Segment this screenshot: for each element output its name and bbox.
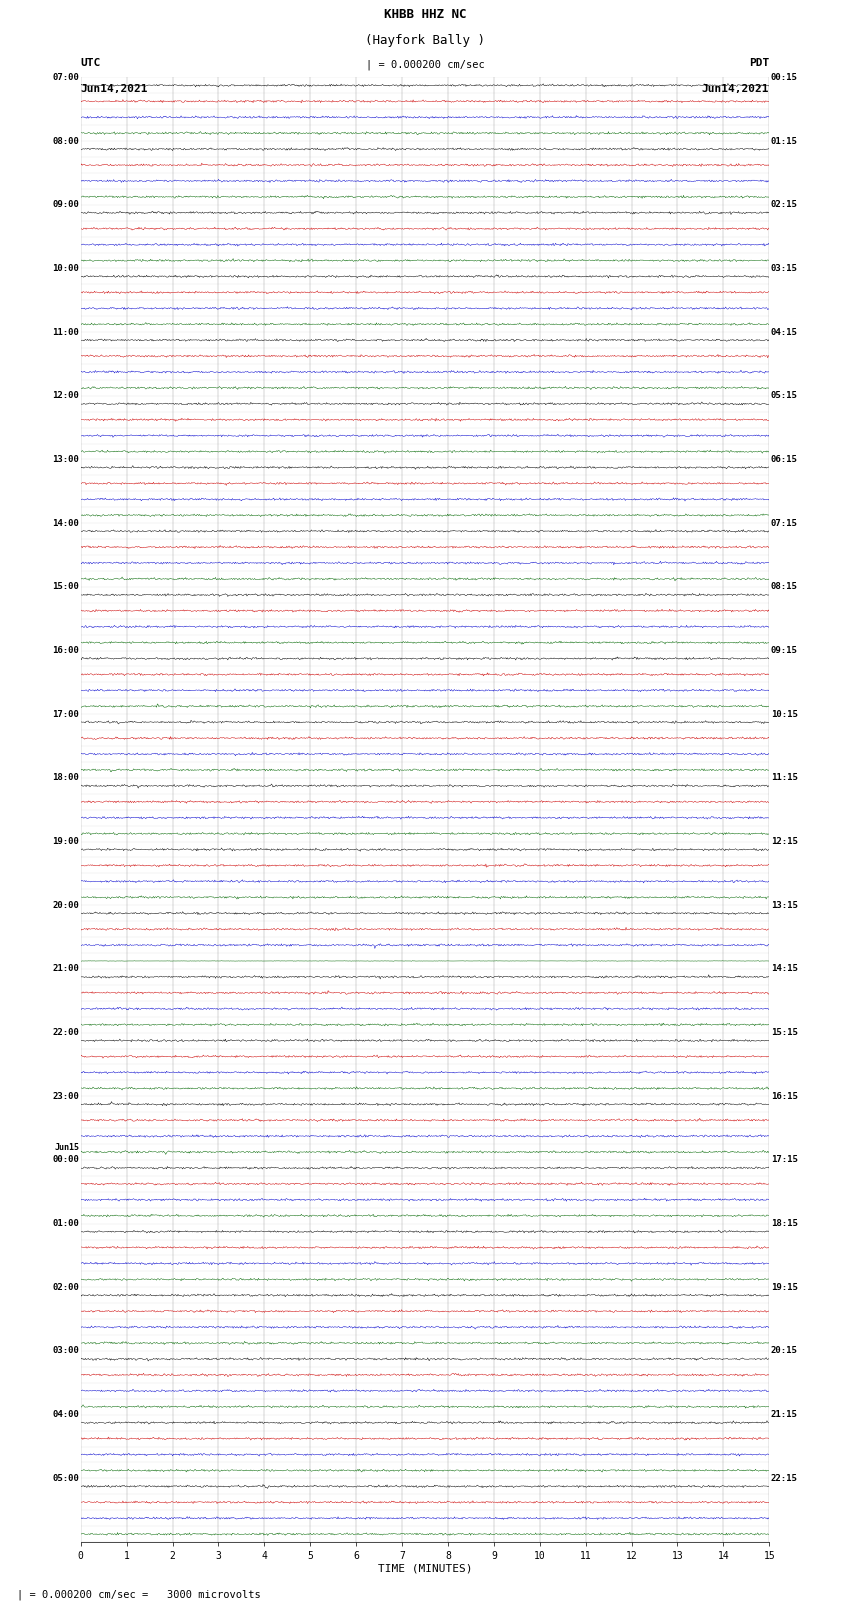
- Text: 12:00: 12:00: [52, 392, 79, 400]
- Text: 21:15: 21:15: [771, 1410, 798, 1419]
- Text: 15:15: 15:15: [771, 1027, 798, 1037]
- Text: 01:15: 01:15: [771, 137, 798, 145]
- Text: 18:00: 18:00: [52, 773, 79, 782]
- Text: KHBB HHZ NC: KHBB HHZ NC: [383, 8, 467, 21]
- Text: Jun14,2021: Jun14,2021: [702, 84, 769, 94]
- Text: 22:00: 22:00: [52, 1027, 79, 1037]
- Text: 08:15: 08:15: [771, 582, 798, 592]
- Text: 20:15: 20:15: [771, 1347, 798, 1355]
- Text: 05:00: 05:00: [52, 1474, 79, 1482]
- X-axis label: TIME (MINUTES): TIME (MINUTES): [377, 1565, 473, 1574]
- Text: 21:00: 21:00: [52, 965, 79, 973]
- Text: 03:00: 03:00: [52, 1347, 79, 1355]
- Text: 13:15: 13:15: [771, 900, 798, 910]
- Text: 09:00: 09:00: [52, 200, 79, 210]
- Text: UTC: UTC: [81, 58, 101, 68]
- Text: 04:15: 04:15: [771, 327, 798, 337]
- Text: 16:00: 16:00: [52, 647, 79, 655]
- Text: Jun15: Jun15: [54, 1142, 79, 1152]
- Text: 00:00: 00:00: [52, 1155, 79, 1165]
- Text: 17:15: 17:15: [771, 1155, 798, 1165]
- Text: 12:15: 12:15: [771, 837, 798, 847]
- Text: 09:15: 09:15: [771, 647, 798, 655]
- Text: 14:00: 14:00: [52, 519, 79, 527]
- Text: (Hayfork Bally ): (Hayfork Bally ): [365, 34, 485, 47]
- Text: 11:00: 11:00: [52, 327, 79, 337]
- Text: 10:15: 10:15: [771, 710, 798, 719]
- Text: 00:15: 00:15: [771, 73, 798, 82]
- Text: 16:15: 16:15: [771, 1092, 798, 1100]
- Text: 07:00: 07:00: [52, 73, 79, 82]
- Text: 01:00: 01:00: [52, 1219, 79, 1227]
- Text: 18:15: 18:15: [771, 1219, 798, 1227]
- Text: 06:15: 06:15: [771, 455, 798, 465]
- Text: 05:15: 05:15: [771, 392, 798, 400]
- Text: 07:15: 07:15: [771, 519, 798, 527]
- Text: PDT: PDT: [749, 58, 769, 68]
- Text: 13:00: 13:00: [52, 455, 79, 465]
- Text: 20:00: 20:00: [52, 900, 79, 910]
- Text: 10:00: 10:00: [52, 265, 79, 273]
- Text: 15:00: 15:00: [52, 582, 79, 592]
- Text: | = 0.000200 cm/sec =   3000 microvolts: | = 0.000200 cm/sec = 3000 microvolts: [17, 1589, 261, 1600]
- Text: 17:00: 17:00: [52, 710, 79, 719]
- Text: 08:00: 08:00: [52, 137, 79, 145]
- Text: 23:00: 23:00: [52, 1092, 79, 1100]
- Text: Jun14,2021: Jun14,2021: [81, 84, 148, 94]
- Text: 03:15: 03:15: [771, 265, 798, 273]
- Text: 19:00: 19:00: [52, 837, 79, 847]
- Text: 02:00: 02:00: [52, 1282, 79, 1292]
- Text: 19:15: 19:15: [771, 1282, 798, 1292]
- Text: 14:15: 14:15: [771, 965, 798, 973]
- Text: | = 0.000200 cm/sec: | = 0.000200 cm/sec: [366, 60, 484, 71]
- Text: 22:15: 22:15: [771, 1474, 798, 1482]
- Text: 11:15: 11:15: [771, 773, 798, 782]
- Text: 04:00: 04:00: [52, 1410, 79, 1419]
- Text: 02:15: 02:15: [771, 200, 798, 210]
